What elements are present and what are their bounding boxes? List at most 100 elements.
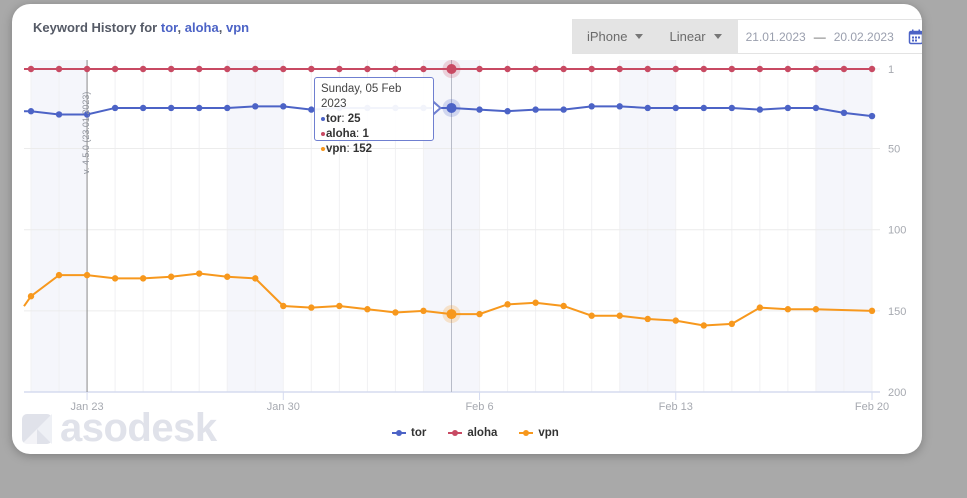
- aloha-data-point[interactable]: [868, 65, 876, 73]
- vpn-data-point[interactable]: [672, 317, 679, 324]
- vpn-data-point[interactable]: [111, 275, 119, 282]
- aloha-data-point[interactable]: [532, 65, 539, 73]
- tor-data-point[interactable]: [83, 111, 91, 118]
- aloha-data-point[interactable]: [167, 65, 175, 73]
- vpn-data-point[interactable]: [644, 315, 651, 323]
- aloha-data-point[interactable]: [476, 65, 483, 73]
- vpn-data-point[interactable]: [280, 302, 287, 310]
- tor-data-point[interactable]: [784, 104, 792, 112]
- aloha-data-point[interactable]: [812, 65, 820, 73]
- vpn-data-point[interactable]: [364, 306, 371, 313]
- vpn-highlight-point[interactable]: [446, 309, 457, 320]
- tor-data-point[interactable]: [616, 103, 623, 110]
- vpn-data-point[interactable]: [167, 273, 175, 280]
- date-to[interactable]: 20.02.2023: [833, 29, 894, 44]
- aloha-data-point[interactable]: [111, 65, 119, 73]
- tor-data-point[interactable]: [308, 106, 315, 113]
- aloha-data-point[interactable]: [784, 65, 792, 73]
- aloha-data-point[interactable]: [196, 65, 203, 73]
- tor-data-point[interactable]: [280, 103, 287, 110]
- date-from[interactable]: 21.01.2023: [745, 29, 806, 44]
- tor-data-point[interactable]: [167, 104, 175, 112]
- tor-data-point[interactable]: [111, 104, 119, 112]
- vpn-data-point[interactable]: [55, 271, 63, 279]
- tor-data-point[interactable]: [840, 109, 848, 117]
- tor-data-point[interactable]: [644, 104, 651, 112]
- aloha-data-point[interactable]: [27, 65, 35, 73]
- vpn-data-point[interactable]: [784, 306, 792, 313]
- aloha-data-point[interactable]: [728, 65, 736, 73]
- aloha-data-point[interactable]: [392, 65, 399, 73]
- vpn-data-point[interactable]: [196, 270, 203, 277]
- vpn-data-point[interactable]: [588, 312, 595, 319]
- vpn-data-point[interactable]: [728, 320, 736, 328]
- vpn-data-point[interactable]: [812, 306, 820, 313]
- aloha-data-point[interactable]: [308, 65, 315, 73]
- aloha-data-point[interactable]: [700, 65, 707, 73]
- vpn-data-point[interactable]: [83, 271, 91, 279]
- tor-highlight-point[interactable]: [446, 102, 457, 113]
- vpn-data-point[interactable]: [224, 273, 231, 280]
- date-range-picker[interactable]: 21.01.2023 — 20.02.2023: [737, 20, 922, 53]
- aloha-data-point[interactable]: [280, 65, 287, 73]
- vpn-data-point[interactable]: [504, 301, 511, 308]
- vpn-data-point[interactable]: [532, 299, 539, 306]
- aloha-data-point[interactable]: [644, 65, 651, 73]
- tor-data-point[interactable]: [588, 103, 595, 110]
- tor-data-point[interactable]: [476, 106, 483, 113]
- aloha-data-point[interactable]: [252, 65, 259, 73]
- tor-data-point[interactable]: [139, 104, 147, 112]
- vpn-data-point[interactable]: [392, 309, 399, 316]
- vpn-data-point[interactable]: [27, 293, 35, 300]
- tor-data-point[interactable]: [252, 103, 259, 110]
- vpn-data-point[interactable]: [476, 310, 483, 318]
- aloha-data-point[interactable]: [840, 65, 848, 73]
- vpn-data-point[interactable]: [560, 302, 567, 310]
- tor-data-point[interactable]: [672, 104, 679, 112]
- aloha-data-point[interactable]: [756, 65, 764, 73]
- tor-data-point[interactable]: [700, 104, 707, 112]
- tor-data-point[interactable]: [532, 106, 539, 113]
- vpn-data-point[interactable]: [756, 304, 764, 311]
- legend-item-vpn[interactable]: vpn: [519, 427, 559, 439]
- aloha-data-point[interactable]: [364, 65, 371, 73]
- vpn-data-point[interactable]: [868, 307, 876, 315]
- tor-data-point[interactable]: [728, 104, 736, 112]
- tor-data-point[interactable]: [560, 106, 567, 113]
- vpn-data-point[interactable]: [336, 302, 343, 310]
- aloha-data-point[interactable]: [588, 65, 595, 73]
- tor-data-point[interactable]: [504, 108, 511, 115]
- legend-item-aloha[interactable]: aloha: [448, 427, 497, 439]
- aloha-data-point[interactable]: [224, 65, 231, 73]
- tor-data-point[interactable]: [224, 104, 231, 112]
- aloha-data-point[interactable]: [560, 65, 567, 73]
- aloha-data-point[interactable]: [336, 65, 343, 73]
- aloha-highlight-point[interactable]: [446, 64, 457, 74]
- vpn-data-point[interactable]: [700, 322, 707, 329]
- aloha-data-point[interactable]: [83, 65, 91, 73]
- tor-data-point[interactable]: [196, 104, 203, 112]
- tor-data-point[interactable]: [55, 111, 63, 118]
- vpn-data-point[interactable]: [616, 312, 623, 319]
- aloha-data-point[interactable]: [504, 65, 511, 73]
- tor-data-point[interactable]: [756, 106, 764, 113]
- aloha-data-point[interactable]: [616, 65, 623, 73]
- keyword-link-vpn[interactable]: vpn: [225, 20, 250, 35]
- calendar-icon[interactable]: [908, 29, 922, 45]
- tor-data-point[interactable]: [868, 112, 876, 120]
- aloha-data-point[interactable]: [139, 65, 147, 73]
- vpn-data-point[interactable]: [252, 275, 259, 282]
- vpn-data-point[interactable]: [139, 275, 147, 282]
- aloha-data-point[interactable]: [420, 65, 427, 73]
- aloha-data-point[interactable]: [672, 65, 679, 73]
- keyword-link-aloha[interactable]: aloha: [184, 20, 219, 35]
- vpn-data-point[interactable]: [308, 304, 315, 311]
- scale-select[interactable]: Linear: [657, 20, 738, 53]
- keyword-link-tor[interactable]: tor: [160, 20, 178, 35]
- aloha-data-point[interactable]: [55, 65, 63, 73]
- vpn-data-point[interactable]: [420, 307, 427, 315]
- tor-data-point[interactable]: [27, 108, 35, 115]
- legend-item-tor[interactable]: tor: [392, 427, 426, 439]
- device-select[interactable]: iPhone: [573, 20, 658, 53]
